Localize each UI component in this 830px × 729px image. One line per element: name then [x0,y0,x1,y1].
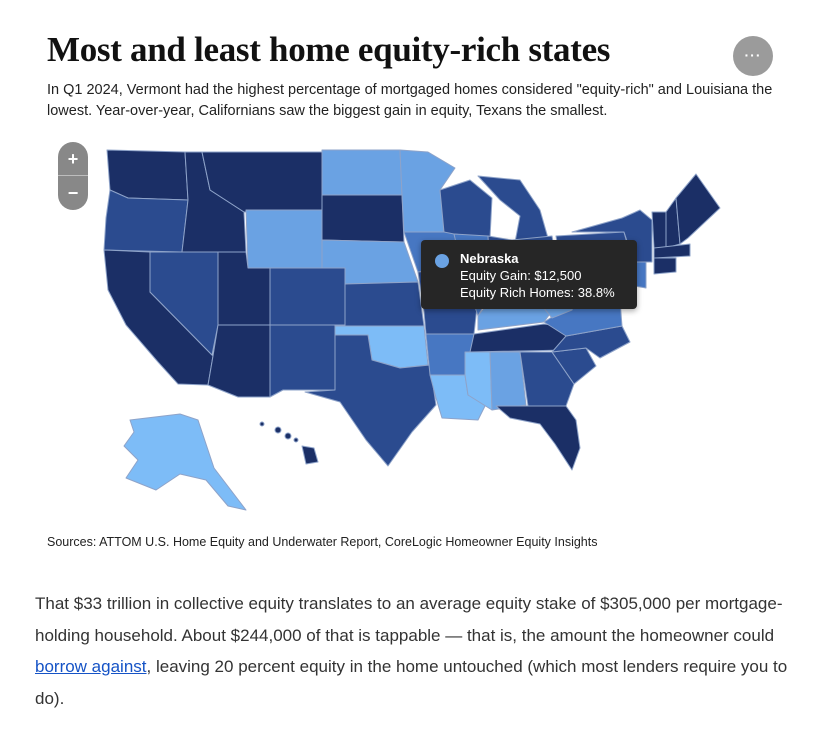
state-massachusetts[interactable] [653,243,691,259]
state-north-dakota[interactable] [321,149,403,196]
map-tooltip: Nebraska Equity Gain: $12,500 Equity Ric… [421,240,637,309]
us-map [0,130,830,530]
tooltip-state-name: Nebraska [460,251,519,266]
hawaii-island-3 [284,432,292,440]
state-kansas[interactable] [344,281,425,327]
tooltip-color-dot [435,254,449,268]
state-nevada[interactable] [149,251,219,356]
state-arizona[interactable] [207,324,271,398]
state-georgia[interactable] [519,351,575,407]
zoom-in-button[interactable]: + [67,149,79,169]
state-hawaii[interactable] [301,445,319,465]
state-washington[interactable] [106,149,189,201]
state-wyoming[interactable] [245,209,323,269]
state-alabama[interactable] [489,351,527,411]
state-south-dakota[interactable] [321,194,405,243]
state-florida[interactable] [495,405,581,471]
tooltip-equity-rich: Equity Rich Homes: 38.8% [460,285,615,300]
state-colorado[interactable] [269,267,346,326]
state-texas[interactable] [304,334,437,467]
us-map-svg [103,149,721,511]
subtitle: In Q1 2024, Vermont had the highest perc… [47,82,773,119]
tooltip-equity-gain: Equity Gain: $12,500 [460,268,582,283]
borrow-against-link[interactable]: borrow against [35,657,147,676]
state-oregon[interactable] [103,189,189,253]
zoom-divider [58,175,88,176]
state-connecticut[interactable] [653,257,677,275]
paragraph-text-1: That $33 trillion in collective equity t… [35,594,783,645]
zoom-out-button[interactable]: − [67,183,79,203]
hawaii-island-2 [274,426,282,434]
state-mississippi[interactable] [464,351,493,411]
hawaii-island-4 [293,437,299,443]
sources-note: Sources: ATTOM U.S. Home Equity and Unde… [47,535,598,549]
state-alaska[interactable] [123,413,247,511]
page-title: Most and least home equity-rich states [47,30,611,69]
state-wisconsin[interactable] [439,179,493,239]
state-vermont[interactable] [651,211,667,249]
zoom-control: + − [58,142,88,210]
state-maine[interactable] [675,173,721,245]
article-paragraph: That $33 trillion in collective equity t… [35,588,795,714]
more-options-button[interactable]: ··· [733,36,773,76]
state-new-mexico[interactable] [269,324,336,398]
hawaii-island-1 [259,421,265,427]
paragraph-text-2: , leaving 20 percent equity in the home … [35,657,788,708]
